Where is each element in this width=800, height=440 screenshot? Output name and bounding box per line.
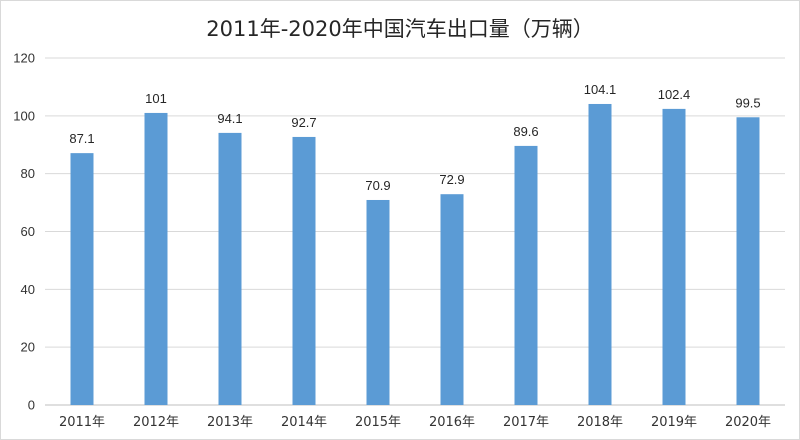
x-tick-label: 2013年 [207, 415, 253, 430]
bar [736, 117, 760, 405]
data-label: 72.9 [439, 172, 464, 187]
data-label: 94.1 [217, 111, 242, 126]
bar [440, 194, 464, 405]
bar [588, 103, 612, 405]
data-label: 104.1 [584, 82, 617, 97]
x-tick-label: 2014年 [281, 415, 327, 430]
x-tick-label: 2015年 [355, 415, 401, 430]
bar [218, 132, 242, 405]
data-label: 102.4 [658, 87, 691, 102]
x-tick-label: 2020年 [725, 415, 771, 430]
y-tick-label: 80 [21, 166, 35, 181]
y-tick-label: 100 [13, 108, 35, 123]
y-tick-label: 20 [21, 340, 35, 355]
bar [366, 199, 390, 405]
data-label: 99.5 [735, 95, 760, 110]
chart-title: 2011年-2020年中国汽车出口量（万辆） [206, 17, 594, 41]
bar [70, 153, 94, 405]
data-label: 87.1 [69, 131, 94, 146]
x-tick-label: 2012年 [133, 415, 179, 430]
data-label: 89.6 [513, 124, 538, 139]
x-tick-label: 2019年 [651, 415, 697, 430]
data-label: 92.7 [291, 115, 316, 130]
y-tick-label: 0 [28, 398, 35, 413]
data-label: 70.9 [365, 178, 390, 193]
x-tick-label: 2018年 [577, 415, 623, 430]
x-tick-label: 2016年 [429, 415, 475, 430]
bar [292, 136, 316, 405]
x-tick-label: 2011年 [59, 415, 105, 430]
bar [514, 145, 538, 405]
y-tick-label: 60 [21, 224, 35, 239]
bar [662, 108, 686, 405]
y-tick-label: 40 [21, 282, 35, 297]
data-label: 101 [145, 91, 167, 106]
bar [144, 112, 168, 406]
y-tick-label: 120 [13, 51, 35, 66]
x-tick-label: 2017年 [503, 415, 549, 430]
